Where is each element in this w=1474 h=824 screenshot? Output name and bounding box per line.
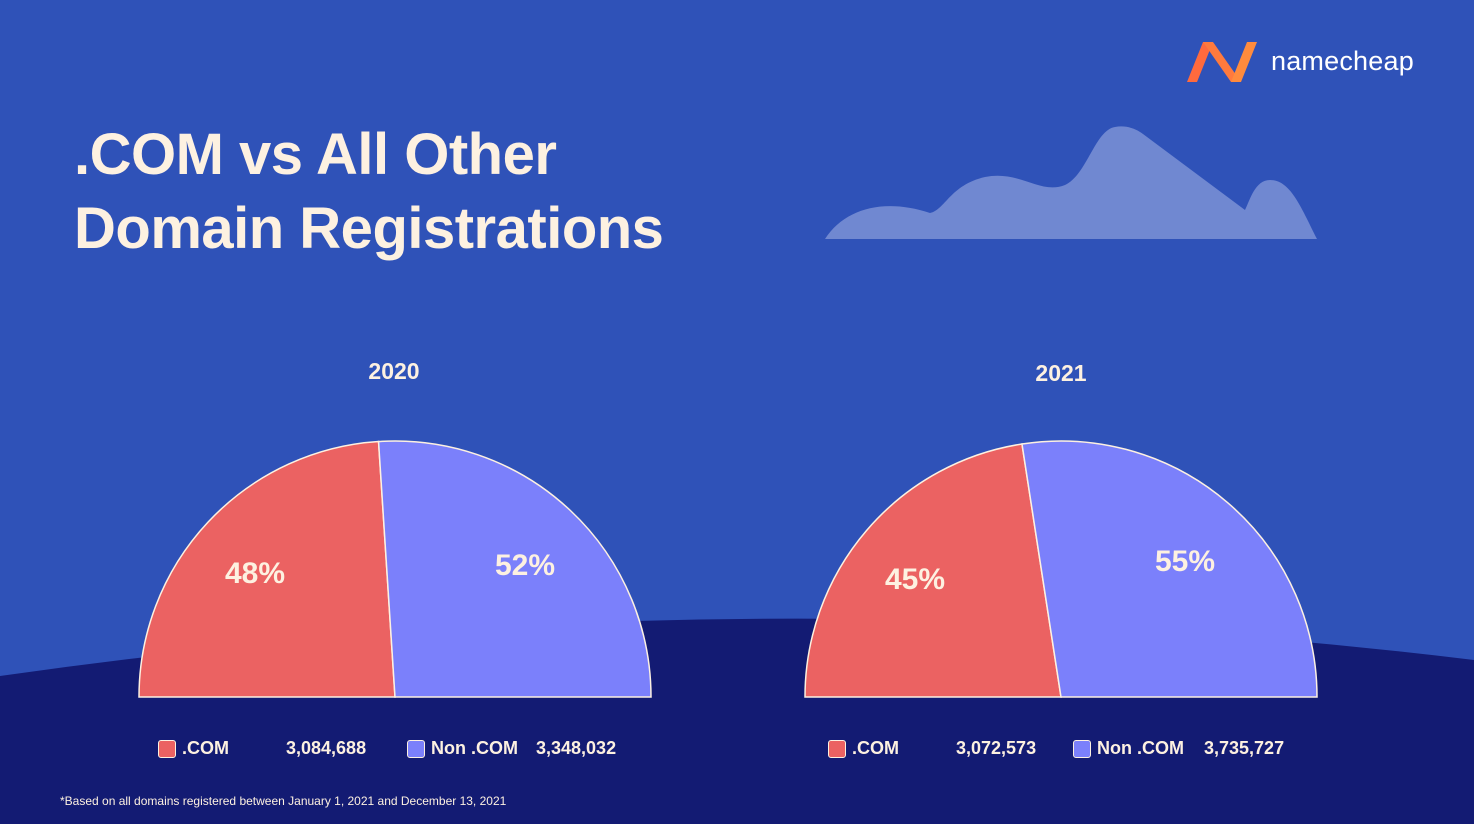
- pie-label-non-com: 55%: [1155, 545, 1215, 578]
- chart-title-2021: 2021: [1035, 360, 1087, 386]
- legend-swatch-non-com: [1073, 740, 1091, 758]
- pie-slice-non-com: [1021, 440, 1318, 698]
- page-title-line-1: .COM vs All Other: [74, 122, 557, 187]
- legend-label-com: .COM: [182, 738, 229, 758]
- legend-value-com: 3,084,688: [286, 738, 367, 758]
- legend-label-com: .COM: [852, 738, 899, 758]
- pie-label-non-com: 52%: [495, 549, 555, 582]
- page-title-line-2: Domain Registrations: [74, 196, 664, 261]
- footnote: *Based on all domains registered between…: [60, 794, 507, 808]
- brand-name: namecheap: [1271, 45, 1414, 76]
- chart-title-2020: 2020: [368, 358, 420, 384]
- legend-label-non-com: Non .COM: [431, 738, 518, 758]
- legend-swatch-com: [158, 740, 176, 758]
- pie-label-com: 45%: [885, 563, 945, 596]
- legend-value-com: 3,072,573: [956, 738, 1037, 758]
- page-title: .COM vs All Other Domain Registrations: [74, 118, 664, 266]
- legend-value-non-com: 3,348,032: [536, 738, 617, 758]
- namecheap-logo-icon: [1187, 42, 1257, 82]
- legend-value-non-com: 3,735,727: [1204, 738, 1285, 758]
- legend-swatch-com: [828, 740, 846, 758]
- pie-slice-non-com: [377, 440, 652, 698]
- legend-label-non-com: Non .COM: [1097, 738, 1184, 758]
- pie-slice-com: [804, 443, 1062, 698]
- pie-slice-com: [138, 440, 396, 698]
- pie-label-com: 48%: [225, 557, 285, 590]
- namecheap-logo: namecheap: [1183, 38, 1414, 84]
- cloud-decoration: [825, 126, 1317, 239]
- legend-swatch-non-com: [407, 740, 425, 758]
